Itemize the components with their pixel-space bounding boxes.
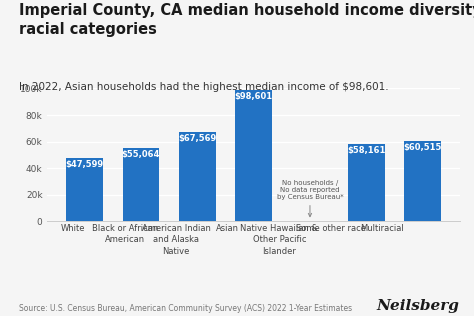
Text: $60,515: $60,515 bbox=[403, 143, 442, 152]
Bar bbox=[66, 158, 103, 221]
Text: $47,599: $47,599 bbox=[65, 160, 103, 169]
Text: Imperial County, CA median household income diversity across
racial categories: Imperial County, CA median household inc… bbox=[19, 3, 474, 37]
Bar bbox=[348, 144, 385, 221]
Text: $98,601: $98,601 bbox=[235, 92, 273, 101]
Text: Multiracial: Multiracial bbox=[361, 224, 404, 233]
Bar bbox=[122, 148, 159, 221]
Text: American Indian
and Alaska
Native: American Indian and Alaska Native bbox=[142, 224, 211, 256]
Bar bbox=[179, 131, 216, 221]
Text: Black or African
American: Black or African American bbox=[91, 224, 158, 245]
Text: Some other race: Some other race bbox=[296, 224, 366, 233]
Text: No households /
No data reported
by Census Bureau*: No households / No data reported by Cens… bbox=[277, 180, 343, 217]
Text: Neilsberg: Neilsberg bbox=[377, 299, 460, 313]
Text: Asian: Asian bbox=[216, 224, 239, 233]
Bar bbox=[235, 90, 272, 221]
Text: Source: U.S. Census Bureau, American Community Survey (ACS) 2022 1-Year Estimate: Source: U.S. Census Bureau, American Com… bbox=[19, 304, 352, 313]
Text: White: White bbox=[61, 224, 85, 233]
Text: In 2022, Asian households had the highest median income of $98,601.: In 2022, Asian households had the highes… bbox=[19, 82, 389, 92]
Text: Native Hawaiian &
Other Pacific
Islander: Native Hawaiian & Other Pacific Islander bbox=[240, 224, 319, 256]
Text: $67,569: $67,569 bbox=[178, 134, 216, 143]
Text: $55,064: $55,064 bbox=[122, 150, 160, 159]
Text: $58,161: $58,161 bbox=[347, 146, 385, 155]
Bar bbox=[404, 141, 441, 221]
